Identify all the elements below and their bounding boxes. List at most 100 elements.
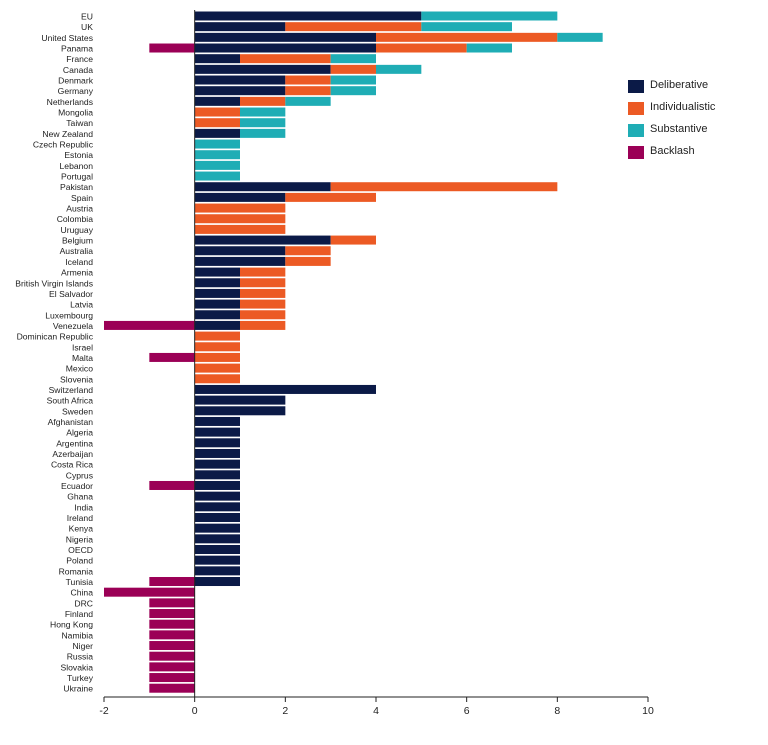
bar-united-states-individualistic [376, 32, 558, 42]
bar-slovenia-individualistic [194, 374, 240, 384]
bar-canada-deliberative [194, 64, 331, 74]
category-label-algeria: Algeria [66, 428, 93, 438]
category-label-israel: Israel [72, 342, 93, 352]
x-tick-labels: -2 0 2 4 6 8 10 [99, 705, 654, 717]
category-label-ghana: Ghana [67, 492, 93, 502]
bar-netherlands-deliberative [194, 96, 240, 106]
bar-namibia-backlash [149, 630, 195, 640]
bar-iceland-deliberative [194, 256, 286, 266]
bar-uk-individualistic [285, 22, 422, 32]
category-label-china: China [71, 588, 94, 598]
bar-australia-individualistic [285, 246, 331, 256]
category-label-costa-rica: Costa Rica [51, 460, 93, 470]
category-label-ecuador: Ecuador [61, 481, 93, 491]
axes-group [103, 10, 649, 702]
legend-label-deliberative: Deliberative [650, 79, 709, 91]
bar-taiwan-individualistic [194, 118, 240, 128]
bar-el-salvador-deliberative [194, 288, 240, 298]
bar-new-zealand-deliberative [194, 128, 240, 138]
bar-mongolia-individualistic [194, 107, 240, 117]
category-label-afghanistan: Afghanistan [48, 417, 94, 427]
category-label-turkey: Turkey [67, 673, 94, 683]
bar-new-zealand-substantive [240, 128, 286, 138]
category-label-colombia: Colombia [57, 214, 94, 224]
bar-armenia-individualistic [240, 267, 286, 277]
bar-argentina-deliberative [194, 438, 240, 448]
category-label-iceland: Iceland [65, 257, 93, 267]
category-label-switzerland: Switzerland [49, 385, 94, 395]
bar-mexico-individualistic [194, 363, 240, 373]
bar-tunisia-deliberative [194, 577, 240, 587]
category-label-latvia: Latvia [70, 300, 93, 310]
bar-slovakia-backlash [149, 662, 195, 672]
bar-germany-individualistic [285, 86, 331, 96]
category-label-denmark: Denmark [58, 76, 94, 86]
bar-czech-republic-substantive [194, 139, 240, 149]
bar-taiwan-substantive [240, 118, 286, 128]
x-tick-label-6: 6 [464, 705, 470, 717]
bar-switzerland-deliberative [194, 384, 376, 394]
category-label-tunisia: Tunisia [66, 577, 94, 587]
category-label-sweden: Sweden [62, 406, 93, 416]
category-label-slovakia: Slovakia [61, 662, 94, 672]
bar-mongolia-substantive [240, 107, 286, 117]
category-label-south-africa: South Africa [47, 396, 94, 406]
bar-british-virgin-islands-individualistic [240, 278, 286, 288]
bar-oecd-deliberative [194, 545, 240, 554]
bar-poland-deliberative [194, 555, 240, 565]
category-label-panama: Panama [61, 44, 93, 54]
category-label-portugal: Portugal [61, 172, 93, 182]
category-label-finland: Finland [65, 609, 93, 619]
x-tick-label-8: 8 [554, 705, 560, 717]
bar-austria-individualistic [194, 203, 286, 213]
bar-belgium-individualistic [330, 235, 376, 245]
bar-nigeria-deliberative [194, 534, 240, 544]
bar-tunisia-backlash [149, 577, 195, 587]
bar-lebanon-substantive [194, 160, 240, 170]
bar-latvia-deliberative [194, 299, 240, 309]
bar-ecuador-deliberative [194, 480, 240, 490]
bar-portugal-substantive [194, 171, 240, 181]
bar-venezuela-backlash [104, 320, 195, 330]
category-label-austria: Austria [66, 204, 93, 214]
category-label-drc: DRC [74, 598, 93, 608]
category-label-united-states: United States [41, 33, 93, 43]
bar-canada-substantive [376, 64, 422, 74]
bar-netherlands-substantive [285, 96, 331, 106]
category-label-azerbaijan: Azerbaijan [52, 449, 93, 459]
x-tick-label-2: 2 [282, 705, 288, 717]
bar-ecuador-backlash [149, 480, 195, 490]
bar-spain-individualistic [285, 192, 376, 202]
category-label-venezuela: Venezuela [53, 321, 93, 331]
category-label-kenya: Kenya [69, 524, 94, 534]
category-label-ukraine: Ukraine [63, 684, 93, 694]
bar-niger-backlash [149, 641, 195, 651]
bar-eu-deliberative [194, 11, 422, 21]
category-label-mexico: Mexico [66, 364, 93, 374]
legend-label-substantive: Substantive [650, 123, 708, 135]
category-label-nigeria: Nigeria [66, 534, 93, 544]
category-label-pakistan: Pakistan [60, 182, 93, 192]
category-label-taiwan: Taiwan [66, 118, 93, 128]
bar-india-deliberative [194, 502, 240, 512]
bar-france-substantive [330, 54, 376, 64]
category-label-czech-republic: Czech Republic [33, 140, 94, 150]
bar-costa-rica-deliberative [194, 459, 240, 469]
bar-france-deliberative [194, 54, 240, 64]
bars-group [104, 11, 603, 693]
category-label-australia: Australia [60, 246, 94, 256]
category-label-lebanon: Lebanon [60, 161, 94, 171]
category-label-belgium: Belgium [62, 236, 93, 246]
bar-spain-deliberative [194, 192, 286, 202]
category-label-malta: Malta [72, 353, 93, 363]
bar-malta-backlash [149, 352, 195, 362]
bar-armenia-deliberative [194, 267, 240, 277]
x-tick-label-2: -2 [99, 705, 108, 717]
bar-luxembourg-individualistic [240, 310, 286, 320]
bar-malta-individualistic [194, 352, 240, 362]
bar-venezuela-deliberative [194, 320, 240, 330]
category-label-slovenia: Slovenia [60, 374, 93, 384]
legend-swatch-substantive [628, 124, 644, 137]
bar-iceland-individualistic [285, 256, 331, 266]
category-label-dominican-republic: Dominican Republic [17, 332, 94, 342]
